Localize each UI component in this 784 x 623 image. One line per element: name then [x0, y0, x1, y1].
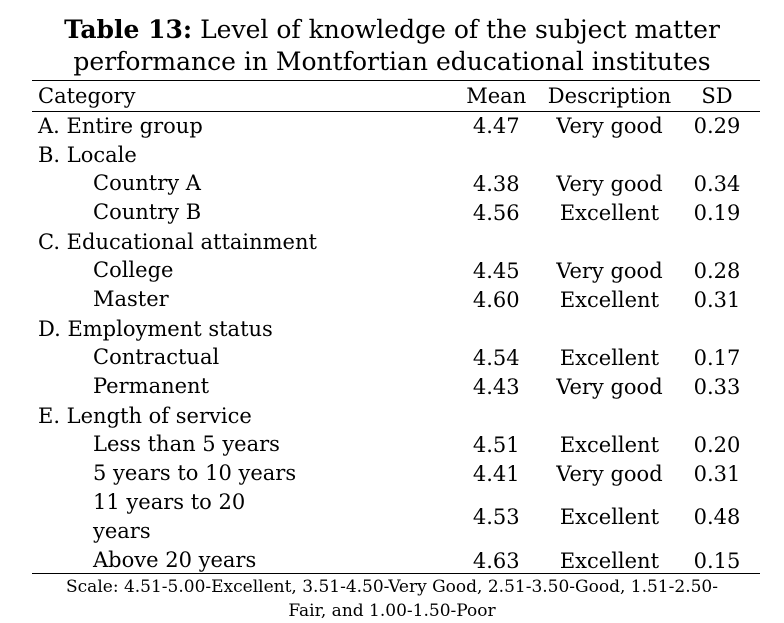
- caption-title-part-1: Level of knowledge of the subject matter: [200, 15, 720, 44]
- header-category: Category: [38, 84, 136, 108]
- category-cell: 11 years to 20 years: [32, 488, 448, 546]
- description-cell: Very good: [556, 258, 663, 283]
- sd-cell: 0.31: [693, 461, 741, 486]
- mean-cell: 4.43: [472, 374, 520, 399]
- category-line-1: 11 years to 20: [93, 490, 246, 514]
- category-line-2: years: [93, 519, 151, 543]
- category-cell: Less than 5 years: [93, 432, 280, 456]
- top-rule: [32, 80, 760, 81]
- sd-cell: 0.29: [693, 113, 741, 138]
- table-row: Contractual 4.54 Excellent 0.17: [32, 343, 760, 372]
- section-heading: C. Educational attainment: [38, 229, 317, 254]
- description-cell: Excellent: [559, 432, 660, 457]
- sd-cell: 0.20: [693, 432, 741, 457]
- scale-line-1: Scale: 4.51-5.00-Excellent, 3.51-4.50-Ve…: [66, 577, 718, 597]
- mean-cell: 4.56: [472, 200, 520, 225]
- knowledge-table: Category Mean Description SD A. Entire g…: [32, 81, 760, 575]
- scale-note: Scale: 4.51-5.00-Excellent, 3.51-4.50-Ve…: [0, 575, 784, 623]
- description-cell: Very good: [556, 374, 663, 399]
- scale-line-2: Fair, and 1.00-1.50-Poor: [288, 601, 496, 621]
- sd-cell: 0.48: [693, 505, 741, 529]
- mean-cell: 4.54: [472, 345, 520, 370]
- table-row: Permanent 4.43 Very good 0.33: [32, 372, 760, 401]
- sd-cell: 0.31: [693, 287, 741, 312]
- category-cell: Contractual: [93, 345, 220, 369]
- mean-cell: 4.60: [472, 287, 520, 312]
- category-cell: A. Entire group: [38, 113, 203, 138]
- mean-cell: 4.53: [472, 505, 520, 529]
- category-cell: Permanent: [93, 374, 210, 398]
- table-row: College 4.45 Very good 0.28: [32, 256, 760, 285]
- section-row: D. Employment status: [32, 314, 760, 343]
- caption-line-1: Table 13: Level of knowledge of the subj…: [0, 14, 784, 46]
- description-cell: Very good: [556, 113, 663, 138]
- description-cell: Very good: [556, 171, 663, 196]
- table-row: 5 years to 10 years 4.41 Very good 0.31: [32, 459, 760, 488]
- category-cell: Above 20 years: [93, 548, 257, 572]
- mean-cell: 4.45: [472, 258, 520, 283]
- description-cell: Excellent: [559, 548, 660, 573]
- sd-cell: 0.34: [693, 171, 741, 196]
- mean-cell: 4.51: [472, 432, 520, 457]
- bottom-rule: [32, 573, 760, 574]
- table-row: 11 years to 20 years 4.53 Excellent 0.48: [32, 488, 760, 546]
- description-cell: Excellent: [559, 505, 660, 529]
- category-cell: College: [93, 258, 174, 282]
- sd-cell: 0.33: [693, 374, 741, 399]
- description-cell: Excellent: [559, 200, 660, 225]
- sd-cell: 0.15: [693, 548, 741, 573]
- header-sd: SD: [701, 84, 733, 108]
- mean-cell: 4.38: [472, 171, 520, 196]
- sd-cell: 0.17: [693, 345, 741, 370]
- section-row: B. Locale: [32, 140, 760, 169]
- section-heading: B. Locale: [38, 142, 137, 167]
- category-cell: Country B: [93, 200, 202, 224]
- category-cell: 5 years to 10 years: [93, 461, 297, 485]
- section-heading: E. Length of service: [38, 403, 252, 428]
- header-row: Category Mean Description SD: [32, 81, 760, 111]
- section-row: E. Length of service: [32, 401, 760, 430]
- mean-cell: 4.63: [472, 548, 520, 573]
- header-rule: [32, 111, 760, 112]
- mean-cell: 4.41: [472, 461, 520, 486]
- category-cell: Master: [93, 287, 169, 311]
- section-row: C. Educational attainment: [32, 227, 760, 256]
- table-row: Master 4.60 Excellent 0.31: [32, 285, 760, 314]
- section-heading: D. Employment status: [38, 316, 273, 341]
- description-cell: Excellent: [559, 345, 660, 370]
- caption-title-part-2: performance in Montfortian educational i…: [73, 47, 711, 76]
- caption-label: Table 13:: [64, 15, 193, 44]
- category-cell: Country A: [93, 171, 201, 195]
- table-caption: Table 13: Level of knowledge of the subj…: [0, 14, 784, 78]
- table-row: Less than 5 years 4.51 Excellent 0.20: [32, 430, 760, 459]
- table-row: A. Entire group 4.47 Very good 0.29: [32, 111, 760, 140]
- description-cell: Excellent: [559, 287, 660, 312]
- sd-cell: 0.19: [693, 200, 741, 225]
- table-row: Country A 4.38 Very good 0.34: [32, 169, 760, 198]
- header-description: Description: [547, 84, 672, 108]
- mean-cell: 4.47: [472, 113, 520, 138]
- header-mean: Mean: [466, 84, 527, 108]
- description-cell: Very good: [556, 461, 663, 486]
- sd-cell: 0.28: [693, 258, 741, 283]
- table-row: Country B 4.56 Excellent 0.19: [32, 198, 760, 227]
- table-row: Above 20 years 4.63 Excellent 0.15: [32, 546, 760, 575]
